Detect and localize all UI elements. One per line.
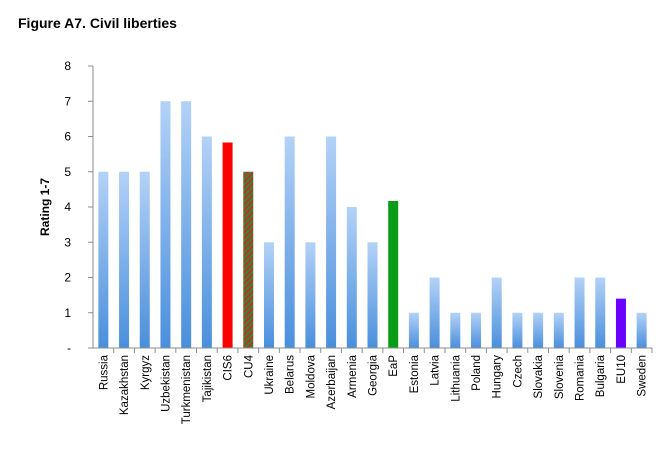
bar-poland [471,312,482,348]
x-tick-label-russia: Russia [98,354,110,390]
axes-layer: Russia Kazakhstan Kyrgyz Uzbekistan Turkmeni… [64,59,653,424]
bar-romania [574,277,585,348]
x-tick-label-uzbekistan: Uzbekistan [160,355,172,412]
x-tick-label-kyrgyz: Kyrgyz [140,355,152,390]
bar-moldova [305,242,316,348]
y-tick-label-3: 3 [64,235,71,249]
bar-eap [388,201,399,348]
x-tick-label-latvia: Latvia [430,354,442,385]
x-tick-label-sweden: Sweden [637,355,649,397]
y-tick-label-5: 5 [64,165,71,179]
x-tick-label-belarus: Belarus [285,355,297,394]
x-tick-label-turkmenistan: Turkmenistan [181,355,193,424]
x-tick-label-slovakia: Slovakia [533,354,545,398]
bar-slovenia [553,312,564,348]
bar-tajikistan [201,136,212,348]
x-tick-label-slovenia: Slovenia [554,354,566,399]
bar-cu4 [243,171,254,348]
x-tick-label-cu4: CU4 [243,354,255,378]
bar-lithuania [450,312,461,348]
bar-azerbaijan [326,136,337,348]
x-tick-label-eu10: EU10 [616,355,628,384]
x-tick-label-ukraine: Ukraine [264,355,276,395]
bar-bulgaria [595,277,606,348]
y-tick-label-6: 6 [64,130,71,144]
x-tick-label-moldova: Moldova [305,354,317,398]
x-tick-label-eap: EaP [388,355,400,377]
bar-ukraine [263,242,274,348]
y-tick-label-2: 2 [64,271,71,285]
x-tick-label-georgia: Georgia [368,354,380,396]
x-tick-label-romania: Romania [575,354,587,401]
y-tick-label-7: 7 [64,94,71,108]
y-tick-label-8: 8 [64,59,71,73]
bar-estonia [408,312,419,348]
y-axis-title: Rating 1-7 [38,178,52,236]
bar-turkmenistan [181,101,192,348]
bar-czech [512,312,523,348]
bar-russia [98,171,109,348]
bar-uzbekistan [160,101,171,348]
bar-kyrgyz [139,171,150,348]
x-tick-label-bulgaria: Bulgaria [595,354,607,397]
bar-cis6 [222,142,233,348]
x-tick-label-poland: Poland [471,355,483,391]
bar-latvia [429,277,440,348]
bar-sweden [636,312,647,348]
y-tick-label-4: 4 [64,200,71,214]
bar-slovakia [533,312,544,348]
bar-hungary [491,277,502,348]
bar-eu10 [615,298,626,348]
bar-georgia [367,242,378,348]
y-tick-label-1: 1 [64,306,71,320]
x-tick-label-tajikistan: Tajikistan [202,355,214,402]
bar-kazakhstan [119,171,130,348]
x-tick-label-azerbaijan: Azerbaijan [326,355,338,409]
x-tick-label-kazakhstan: Kazakhstan [119,355,131,415]
bars-layer [98,101,647,348]
x-tick-label-czech: Czech [512,355,524,388]
bar-belarus [284,136,295,348]
x-tick-label-estonia: Estonia [409,354,421,393]
x-tick-label-lithuania: Lithuania [450,354,462,401]
chart-title: Figure A7. Civil liberties [18,15,177,31]
bar-armenia [346,207,357,348]
x-tick-label-cis6: CIS6 [223,355,235,381]
y-tick-label-0: - [67,341,71,355]
x-tick-label-hungary: Hungary [492,355,504,399]
x-tick-label-armenia: Armenia [347,354,359,397]
